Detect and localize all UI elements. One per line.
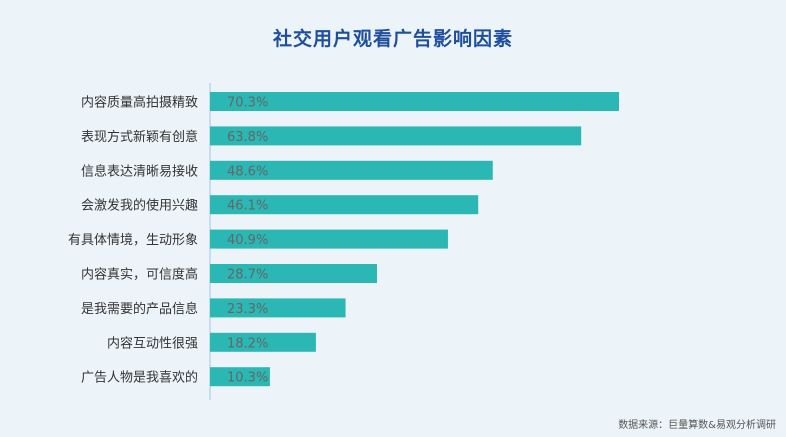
value-label: 23.3% <box>227 302 268 317</box>
bar <box>210 264 377 283</box>
category-label: 内容质量高拍摄精致 <box>81 95 198 111</box>
category-label: 表现方式新颖有创意 <box>81 129 198 145</box>
value-label: 28.7% <box>227 268 268 283</box>
category-label: 广告人物是我喜欢的 <box>81 370 198 386</box>
value-label: 63.8% <box>227 130 268 145</box>
bar <box>210 332 316 352</box>
category-label: 是我需要的产品信息 <box>81 301 198 317</box>
bar <box>210 367 270 387</box>
bar <box>210 160 493 180</box>
bar <box>210 298 346 318</box>
bar <box>210 229 448 249</box>
value-label: 40.9% <box>227 233 268 248</box>
category-label: 有具体情境，生动形象 <box>68 233 198 248</box>
bar <box>210 126 582 146</box>
bar <box>210 92 619 111</box>
source-note: 数据来源：巨量算数&易观分析调研 <box>618 420 776 431</box>
value-label: 46.1% <box>227 199 268 214</box>
category-label: 信息表达清晰易接收 <box>81 163 198 179</box>
bar <box>210 195 479 215</box>
value-label: 48.6% <box>227 164 268 179</box>
category-label: 内容互动性很强 <box>107 335 198 351</box>
value-label: 70.3% <box>227 96 268 111</box>
category-label: 会激发我的使用兴趣 <box>81 198 198 214</box>
value-label: 18.2% <box>227 336 268 351</box>
value-label: 10.3% <box>227 371 268 386</box>
category-label: 内容真实，可信度高 <box>81 267 198 283</box>
chart-title: 社交用户观看广告影响因素 <box>272 28 513 50</box>
